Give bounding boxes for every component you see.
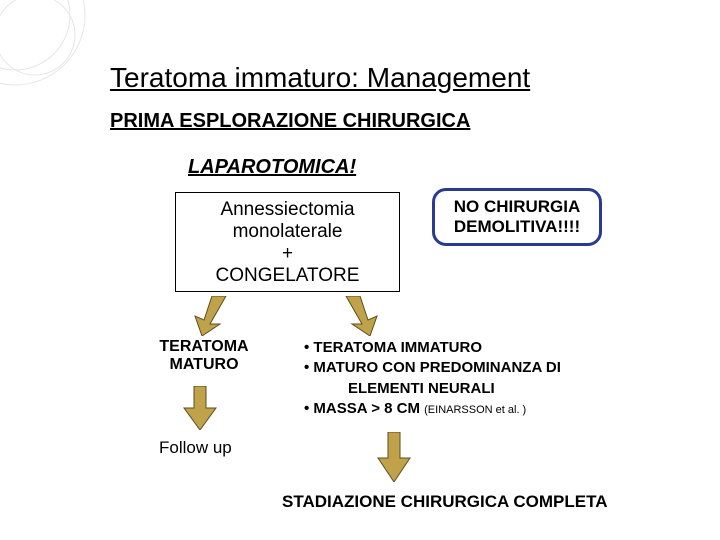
arrow-down-bullets-icon (376, 432, 412, 482)
bullet-3: • MASSA > 8 CM (EINARSSON et al. ) (304, 399, 664, 419)
label-followup: Follow up (159, 438, 232, 458)
box1-line2: monolaterale (180, 221, 395, 243)
bullet-2b: ELEMENTI NEURALI (304, 379, 664, 399)
box-annessiectomia: Annessiectomia monolaterale + CONGELATOR… (175, 192, 400, 292)
box1-line3: + (180, 243, 395, 265)
emphasis-laparotomica: LAPAROTOMICA! (188, 156, 356, 179)
bullet-3-main: • MASSA > 8 CM (304, 400, 420, 417)
box2-line1: NO CHIRURGIA (439, 197, 595, 217)
box1-line1: Annessiectomia (180, 199, 395, 221)
label-teratoma-maturo: TERATOMA MATURO (139, 338, 269, 374)
arrow-down-left-icon (192, 296, 232, 336)
label-stadiazione: STADIAZIONE CHIRURGICA COMPLETA (282, 492, 608, 512)
bullet-3-ref: (EINARSSON et al. ) (424, 404, 526, 416)
box1-line4: CONGELATORE (180, 265, 395, 287)
arrow-down-right-icon (340, 296, 380, 336)
arrow-down-maturo-icon (182, 386, 218, 430)
box2-line2: DEMOLITIVA!!!! (439, 217, 595, 237)
decorative-circles (0, 0, 90, 90)
bullet-list: • TERATOMA IMMATURO • MATURO CON PREDOMI… (304, 338, 664, 419)
bullet-2: • MATURO CON PREDOMINANZA DI (304, 358, 664, 378)
box-no-chirurgia: NO CHIRURGIA DEMOLITIVA!!!! (432, 188, 602, 246)
bullet-1: • TERATOMA IMMATURO (304, 338, 664, 358)
slide-title: Teratoma immaturo: Management (110, 62, 530, 94)
subtitle: PRIMA ESPLORAZIONE CHIRURGICA (110, 110, 470, 133)
